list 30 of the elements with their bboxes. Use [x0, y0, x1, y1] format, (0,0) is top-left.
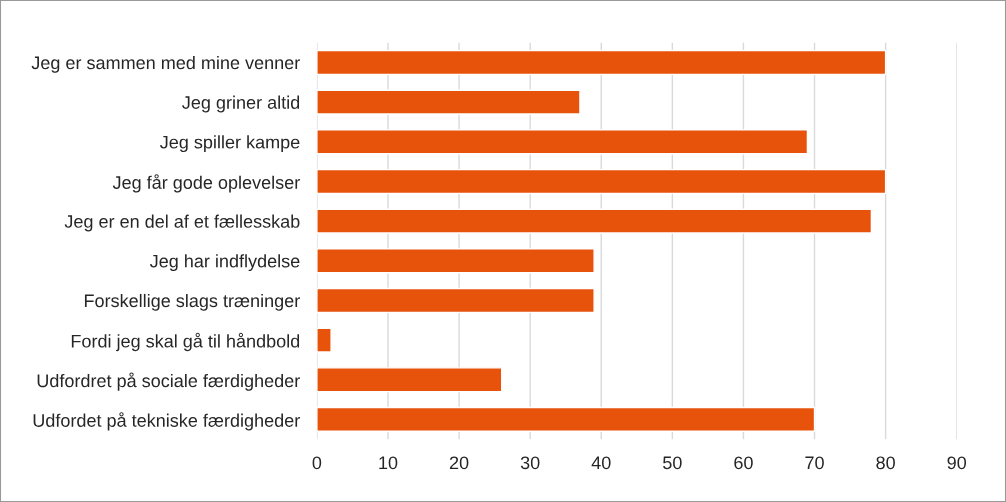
bar: [316, 406, 816, 433]
bar: [316, 129, 809, 155]
x-tick-label: 20: [449, 456, 469, 470]
x-tick-label: 80: [876, 456, 895, 470]
y-tick-label: Fordi jeg skal gå til håndbold: [71, 332, 300, 352]
y-tick-label: Jeg har indflydelse: [149, 254, 300, 272]
y-tick-label: Jeg er en del af et fællesskab: [64, 214, 300, 232]
bar: [316, 248, 595, 274]
x-tick-label: 60: [734, 456, 753, 470]
bar: [316, 208, 873, 234]
x-tick-label: 10: [379, 456, 398, 470]
x-tick-label: 70: [805, 456, 824, 470]
x-tick-label: 40: [591, 456, 611, 470]
x-tick-label: 30: [520, 456, 540, 470]
bar: [316, 89, 581, 115]
bar: [316, 49, 887, 76]
y-tick-label: Jeg får gode oplevelser: [112, 174, 300, 193]
bar: [316, 367, 503, 393]
y-tick-label: Forskellige slags træninger: [84, 293, 300, 311]
bar: [316, 327, 332, 353]
y-tick-label: Jeg er sammen med mine venner: [31, 55, 300, 73]
y-tick-label: Jeg spiller kampe: [160, 135, 300, 153]
y-tick-label: Jeg griner altid: [182, 95, 300, 113]
bar: [316, 168, 887, 195]
y-tick-label: Udfordret på sociale færdigheder: [37, 372, 300, 391]
bar: [316, 287, 595, 314]
y-tick-label: Udfordet på tekniske færdigheder: [33, 412, 300, 431]
x-tick-label: 50: [663, 456, 682, 470]
x-tick-label: 90: [947, 456, 967, 470]
x-tick-label: 0: [312, 456, 322, 470]
